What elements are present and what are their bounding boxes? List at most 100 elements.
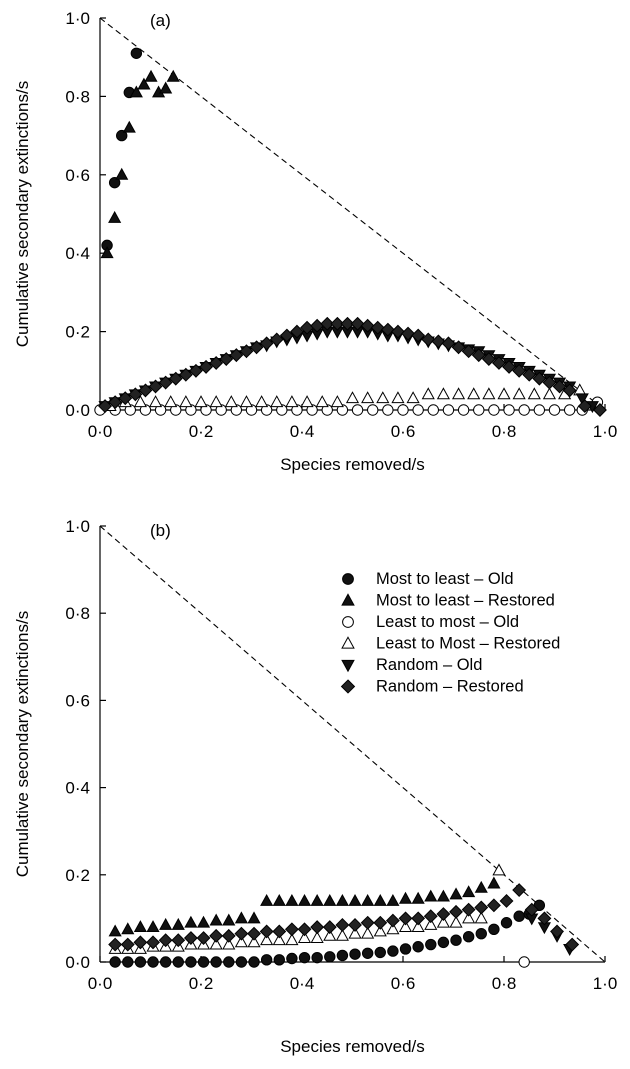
x-axis-label: Species removed/s <box>280 1037 425 1056</box>
point-random-restored <box>373 915 388 930</box>
series-circle-open <box>518 956 530 968</box>
point-random-restored <box>502 359 516 374</box>
legend-entry: Most to least – Old <box>342 570 514 588</box>
point-most-to-least-old <box>425 938 437 951</box>
point-least-to-most-restored <box>323 928 337 941</box>
point-random-restored <box>196 931 211 945</box>
point-most-to-least-old <box>159 956 172 968</box>
panel-label: (a) <box>150 11 171 30</box>
point-most-to-least-old <box>197 956 210 968</box>
point-random-restored <box>259 336 274 351</box>
point-random-restored <box>481 352 496 366</box>
point-least-to-most-restored <box>391 391 405 404</box>
point-most-to-least-restored <box>462 885 476 898</box>
point-random-restored <box>269 332 284 347</box>
point-least-to-most-old <box>412 404 424 416</box>
point-random-restored <box>108 937 123 952</box>
point-least-to-most-restored <box>133 395 147 408</box>
point-most-to-least-restored <box>159 81 173 94</box>
point-random-restored <box>272 924 287 939</box>
point-least-to-most-old <box>488 404 500 416</box>
point-most-to-least-restored <box>449 887 463 900</box>
point-random-restored <box>411 911 426 926</box>
point-most-to-least-old <box>286 952 298 965</box>
point-most-to-least-restored <box>386 893 400 906</box>
point-most-to-least-restored <box>474 880 488 893</box>
x-tick-label: 0·2 <box>189 974 214 993</box>
point-random-restored <box>239 344 254 359</box>
point-least-to-most-restored <box>512 387 526 400</box>
x-tick-label: 0·4 <box>290 974 315 993</box>
point-most-to-least-restored <box>108 924 122 937</box>
legend-entry: Random – Old <box>341 656 482 674</box>
point-random-restored <box>189 363 203 378</box>
point-least-to-most-restored <box>148 395 163 408</box>
point-random-restored <box>279 328 294 343</box>
point-most-to-least-old <box>399 943 412 955</box>
point-random-restored <box>310 920 325 935</box>
point-random-restored <box>249 340 264 355</box>
point-random-restored <box>284 922 299 937</box>
point-least-to-most-restored <box>179 395 193 408</box>
point-most-to-least-old <box>108 176 121 189</box>
point-least-to-most-restored <box>164 395 178 408</box>
point-least-to-most-restored <box>492 863 506 876</box>
point-least-to-most-old <box>351 404 364 416</box>
point-most-to-least-old <box>488 923 500 935</box>
point-most-to-least-old <box>349 948 361 960</box>
point-least-to-most-restored <box>406 391 420 404</box>
legend-label: Most to least – Old <box>376 570 514 588</box>
point-least-to-most-restored <box>255 395 269 408</box>
point-least-to-most-restored <box>270 395 284 408</box>
legend: Most to least – Old Most to least – Resto… <box>340 570 560 696</box>
point-least-to-most-restored <box>497 387 511 400</box>
point-random-restored <box>128 387 143 402</box>
point-least-to-most-restored <box>234 935 248 948</box>
legend-entry: Least to Most – Restored <box>341 635 560 653</box>
point-least-to-most-restored <box>542 387 557 400</box>
point-random-restored <box>348 917 362 932</box>
point-most-to-least-old <box>475 927 487 940</box>
x-tick-label: 1·0 <box>593 974 618 993</box>
point-least-to-most-restored <box>247 935 261 948</box>
point-random-restored <box>350 316 365 331</box>
chart-panel-a: 0·0 0·2 0·4 0·6 0·8 1·0 0·0 0·2 0·4 0·6 0·8 1·0 Spec… <box>13 9 617 474</box>
point-least-to-most-restored <box>239 395 254 408</box>
point-least-to-most-restored <box>474 911 488 924</box>
point-random-restored <box>398 911 413 926</box>
point-most-to-least-restored <box>146 920 160 933</box>
point-random-restored <box>158 375 173 390</box>
point-least-to-most-restored <box>315 395 329 408</box>
point-random-restored <box>486 898 501 913</box>
x-tick-label: 0·0 <box>88 974 113 993</box>
point-most-to-least-restored <box>166 69 180 82</box>
y-tick-label: 1·0 <box>65 9 90 28</box>
series-triangle-down-filled <box>525 913 577 956</box>
y-tick-label: 0·8 <box>65 87 90 106</box>
point-random-restored <box>537 911 552 926</box>
y-tick-label: 0·0 <box>65 401 90 420</box>
point-most-to-least-restored <box>222 913 236 926</box>
point-random-restored <box>118 391 133 406</box>
point-most-to-least-restored <box>171 917 185 930</box>
y-axis-label: Cumulative secondary extinctions/s <box>13 611 32 877</box>
point-least-to-most-restored <box>194 395 208 408</box>
point-least-to-most-restored <box>361 391 375 404</box>
point-least-to-most-restored <box>285 933 299 946</box>
point-random-restored <box>421 332 436 347</box>
point-least-to-most-restored <box>436 915 450 928</box>
series-triangle-up-open <box>108 863 506 954</box>
point-least-to-most-old <box>518 956 530 968</box>
point-least-to-most-restored <box>335 928 349 941</box>
point-most-to-least-restored <box>348 893 362 906</box>
point-least-to-most-restored <box>449 915 463 928</box>
point-random-restored <box>178 367 193 382</box>
point-random-restored <box>436 907 451 921</box>
point-most-to-least-restored <box>196 915 211 928</box>
point-least-to-most-restored <box>224 395 238 408</box>
x-tick-label: 1·0 <box>593 422 618 441</box>
point-most-to-least-restored <box>424 889 438 902</box>
point-random-restored <box>335 917 350 932</box>
y-tick-label: 0·0 <box>65 953 90 972</box>
point-most-to-least-restored <box>133 920 147 933</box>
